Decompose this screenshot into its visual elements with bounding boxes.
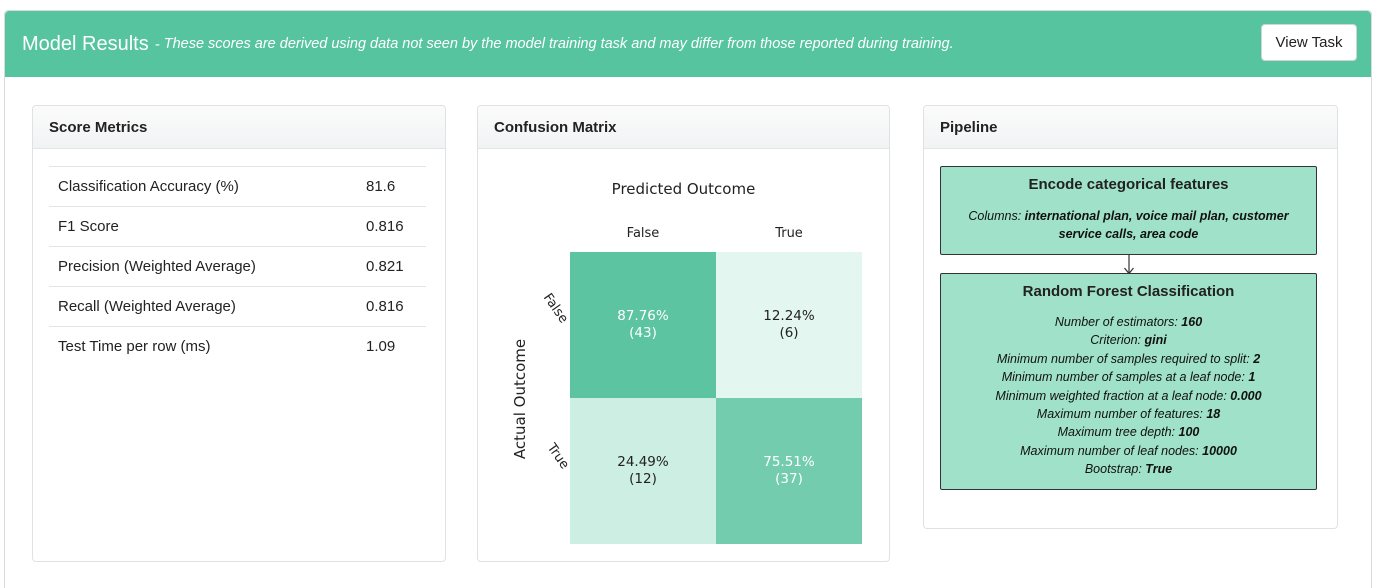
title-separator: -	[154, 35, 160, 53]
metric-value: 0.821	[366, 246, 426, 287]
metric-label: Classification Accuracy (%)	[49, 166, 366, 207]
matrix-cell-false-true: 12.24% (6)	[716, 252, 862, 398]
param-name: Minimum weighted fraction at a leaf node…	[995, 388, 1227, 403]
confusion-matrix-title: Confusion Matrix	[478, 106, 889, 149]
pipeline-panel: Pipeline Encode categorical features Col…	[923, 105, 1338, 529]
param-value: 10000	[1202, 443, 1237, 458]
param-line: Minimum weighted fraction at a leaf node…	[941, 387, 1316, 405]
metric-row: F1 Score 0.816	[49, 206, 426, 247]
actual-outcome-label: Actual Outcome	[511, 338, 530, 460]
metrics-table: Classification Accuracy (%) 81.6 F1 Score 0…	[49, 166, 426, 366]
page-subtitle: These scores are derived using data not …	[163, 36, 954, 52]
param-name: Maximum tree depth:	[1057, 425, 1176, 440]
matrix-cell-true-true: 75.51% (37)	[716, 398, 862, 544]
param-name: Number of estimators:	[1054, 315, 1178, 329]
param-name: Maximum number of leaf nodes:	[1020, 443, 1199, 458]
metric-row: Classification Accuracy (%) 81.6	[49, 166, 426, 207]
cell-percent: 12.24%	[763, 308, 815, 324]
param-value: 1	[1248, 370, 1256, 385]
cell-count: (6)	[779, 325, 799, 341]
param-line: Minimum number of samples required to sp…	[941, 350, 1316, 368]
cell-percent: 87.76%	[617, 308, 669, 324]
param-line: Criterion: gini	[941, 331, 1316, 349]
matrix-cell-true-false: 24.49% (12)	[570, 398, 716, 544]
param-value: 160	[1181, 315, 1203, 329]
param-name: Criterion:	[1090, 333, 1141, 348]
param-line: Bootstrap: True	[941, 460, 1316, 478]
arrow-down-icon	[1124, 255, 1134, 275]
param-value: gini	[1144, 333, 1167, 348]
param-name: Columns:	[968, 209, 1025, 223]
step-params: Columns: international plan, voice mail …	[941, 207, 1316, 243]
param-value: True	[1145, 462, 1173, 477]
results-header: Model Results - These scores are derived…	[5, 11, 1371, 77]
confusion-matrix-panel: Confusion Matrix Predicted Outcome False…	[477, 105, 890, 562]
metric-label: Recall (Weighted Average)	[49, 286, 366, 327]
cell-percent: 75.51%	[763, 454, 815, 470]
metric-label: Test Time per row (ms)	[49, 326, 366, 366]
cell-count: (43)	[629, 325, 657, 341]
score-metrics-title: Score Metrics	[33, 106, 445, 149]
metric-value: 0.816	[366, 206, 426, 247]
param-line: Minimum number of samples at a leaf node…	[941, 368, 1316, 386]
param-name: Minimum number of samples at a leaf node…	[1001, 370, 1245, 385]
metric-row: Test Time per row (ms) 1.09	[49, 326, 426, 366]
predicted-outcome-label: Predicted Outcome	[611, 180, 756, 198]
page-title: Model Results	[22, 32, 149, 55]
metric-label: Precision (Weighted Average)	[49, 246, 366, 287]
metric-row: Precision (Weighted Average) 0.821	[49, 246, 426, 287]
cell-count: (12)	[629, 471, 657, 487]
cell-percent: 24.49%	[617, 454, 669, 470]
row-label-true: True	[543, 440, 572, 473]
metric-value: 0.816	[366, 286, 426, 327]
param-value: international plan, voice mail plan, cus…	[1024, 209, 1289, 241]
param-line: Maximum tree depth: 100	[941, 423, 1316, 441]
metric-value: 1.09	[366, 326, 426, 366]
metric-row: Recall (Weighted Average) 0.816	[49, 286, 426, 327]
pipeline-step-encode: Encode categorical features Columns: int…	[940, 166, 1317, 255]
param-line: Maximum number of features: 18	[941, 405, 1316, 423]
metric-label: F1 Score	[49, 206, 366, 247]
row-label-false: False	[539, 290, 571, 327]
param-value: 100	[1178, 425, 1200, 440]
pipeline-title: Pipeline	[924, 106, 1337, 149]
pipeline-step-random-forest: Random Forest Classification Number of e…	[940, 273, 1317, 490]
param-line: Maximum number of leaf nodes: 10000	[941, 442, 1316, 460]
col-label-false: False	[626, 226, 660, 241]
param-value: 18	[1206, 407, 1221, 422]
param-name: Minimum number of samples required to sp…	[996, 351, 1250, 366]
step-title: Random Forest Classification	[1022, 283, 1235, 300]
param-name: Maximum number of features:	[1036, 407, 1203, 422]
cell-count: (37)	[775, 471, 803, 487]
param-value: 2	[1253, 351, 1261, 366]
col-label-true: True	[775, 226, 803, 241]
view-task-button[interactable]: View Task	[1261, 24, 1357, 61]
metric-value: 81.6	[366, 166, 426, 207]
param-name: Bootstrap:	[1084, 462, 1142, 477]
step-title: Encode categorical features	[1028, 176, 1229, 193]
matrix-cell-false-false: 87.76% (43)	[570, 252, 716, 398]
param-line: Number of estimators: 160	[941, 313, 1316, 331]
score-metrics-panel: Score Metrics Classification Accuracy (%…	[32, 105, 446, 562]
step-params: Number of estimators: 160 Criterion: gini…	[941, 313, 1316, 479]
param-value: 0.000	[1230, 388, 1262, 403]
